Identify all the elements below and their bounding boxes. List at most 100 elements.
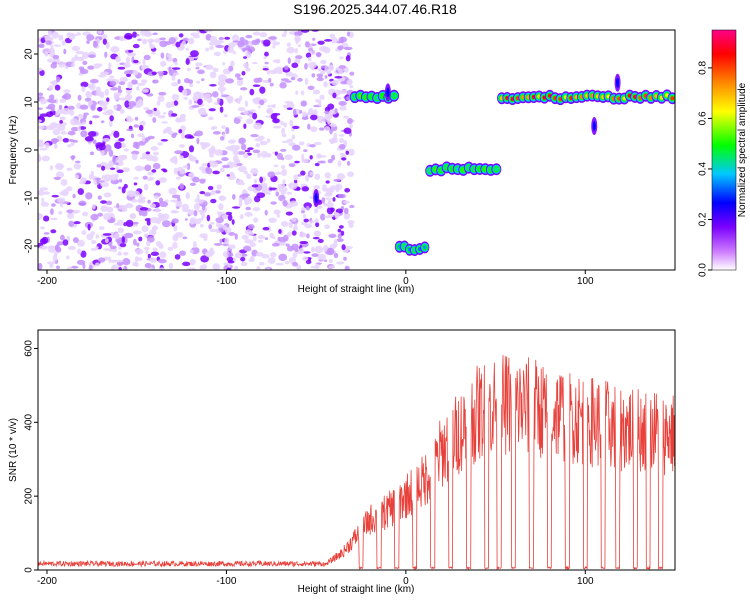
- noise-speckle: [339, 56, 344, 60]
- noise-speckle: [100, 205, 109, 212]
- noise-speckle: [343, 256, 347, 261]
- noise-speckle: [218, 36, 225, 41]
- noise-speckle: [118, 186, 122, 190]
- noise-speckle: [60, 179, 68, 187]
- noise-speckle: [145, 249, 149, 255]
- noise-speckle: [240, 261, 248, 267]
- noise-speckle: [92, 115, 100, 119]
- noise-speckle: [243, 123, 247, 129]
- noise-speckle: [303, 251, 311, 254]
- noise-speckle: [244, 211, 253, 217]
- noise-speckle: [90, 231, 96, 236]
- y-tick-label: 20: [24, 48, 35, 60]
- noise-speckle: [291, 230, 297, 236]
- noise-speckle: [113, 93, 120, 101]
- noise-speckle: [131, 153, 138, 161]
- noise-speckle: [314, 162, 320, 167]
- noise-speckle: [238, 200, 243, 208]
- noise-speckle: [346, 79, 353, 85]
- noise-speckle: [151, 225, 159, 231]
- noise-speckle: [143, 54, 151, 61]
- noise-speckle: [205, 167, 210, 172]
- noise-speckle: [52, 54, 60, 60]
- noise-speckle: [346, 31, 351, 37]
- noise-speckle: [178, 33, 184, 38]
- noise-speckle: [227, 214, 233, 222]
- noise-speckle: [294, 160, 300, 164]
- noise-speckle: [232, 50, 236, 55]
- noise-speckle: [184, 218, 188, 221]
- noise-speckle: [150, 146, 159, 151]
- noise-speckle: [341, 157, 347, 161]
- noise-speckle: [49, 99, 57, 104]
- noise-speckle: [199, 265, 205, 270]
- noise-speckle: [149, 257, 157, 263]
- noise-speckle: [52, 128, 61, 136]
- noise-speckle: [147, 253, 151, 259]
- noise-speckle: [77, 113, 84, 119]
- noise-speckle: [133, 124, 140, 128]
- noise-speckle: [300, 170, 306, 176]
- noise-speckle: [132, 31, 138, 38]
- noise-speckle: [104, 88, 109, 96]
- noise-speckle: [90, 104, 96, 111]
- noise-speckle: [320, 59, 327, 65]
- noise-speckle: [199, 209, 203, 215]
- noise-speckle: [53, 176, 61, 180]
- noise-speckle: [296, 264, 302, 270]
- noise-speckle: [301, 221, 308, 226]
- noise-speckle: [132, 69, 139, 76]
- noise-speckle: [59, 120, 63, 124]
- noise-speckle: [213, 242, 223, 246]
- noise-speckle: [316, 77, 324, 82]
- noise-speckle: [316, 73, 324, 78]
- noise-speckle: [299, 240, 308, 245]
- noise-speckle: [299, 250, 305, 253]
- noise-speckle: [71, 126, 79, 132]
- noise-speckle: [98, 162, 108, 168]
- noise-speckle: [73, 221, 81, 225]
- noise-speckle: [172, 155, 178, 161]
- noise-speckle: [181, 89, 188, 96]
- noise-speckle: [209, 83, 217, 87]
- spectrogram-background: [38, 30, 675, 270]
- signal-blob: [670, 96, 675, 101]
- noise-speckle: [156, 71, 165, 74]
- noise-speckle: [127, 81, 133, 89]
- noise-speckle: [188, 172, 195, 177]
- noise-speckle: [161, 220, 171, 228]
- noise-speckle: [243, 153, 249, 159]
- noise-speckle: [201, 144, 207, 150]
- noise-speckle: [87, 130, 97, 137]
- noise-speckle: [117, 227, 124, 234]
- noise-speckle: [89, 151, 95, 156]
- noise-speckle: [84, 136, 94, 142]
- noise-speckle: [68, 220, 75, 227]
- noise-speckle: [123, 251, 129, 256]
- noise-speckle: [220, 82, 226, 86]
- noise-speckle: [132, 59, 139, 64]
- noise-speckle: [268, 36, 277, 40]
- noise-speckle: [155, 180, 161, 186]
- noise-speckle: [316, 51, 322, 58]
- noise-speckle: [135, 248, 144, 255]
- noise-speckle: [271, 242, 280, 247]
- noise-speckle: [307, 56, 312, 62]
- noise-speckle: [122, 258, 131, 266]
- noise-speckle: [112, 155, 116, 163]
- noise-speckle: [189, 258, 196, 266]
- noise-speckle: [245, 50, 252, 59]
- noise-speckle: [167, 246, 174, 251]
- noise-speckle: [100, 120, 105, 124]
- noise-speckle: [277, 183, 286, 190]
- noise-speckle: [257, 234, 266, 240]
- noise-speckle: [210, 189, 216, 195]
- noise-speckle: [256, 265, 261, 270]
- noise-speckle: [137, 38, 142, 42]
- noise-speckle: [132, 43, 140, 49]
- noise-speckle: [185, 47, 189, 51]
- noise-speckle: [197, 98, 203, 105]
- noise-speckle: [301, 158, 309, 163]
- noise-speckle: [117, 66, 126, 70]
- colorbar-tick-label: 0.4: [698, 162, 709, 176]
